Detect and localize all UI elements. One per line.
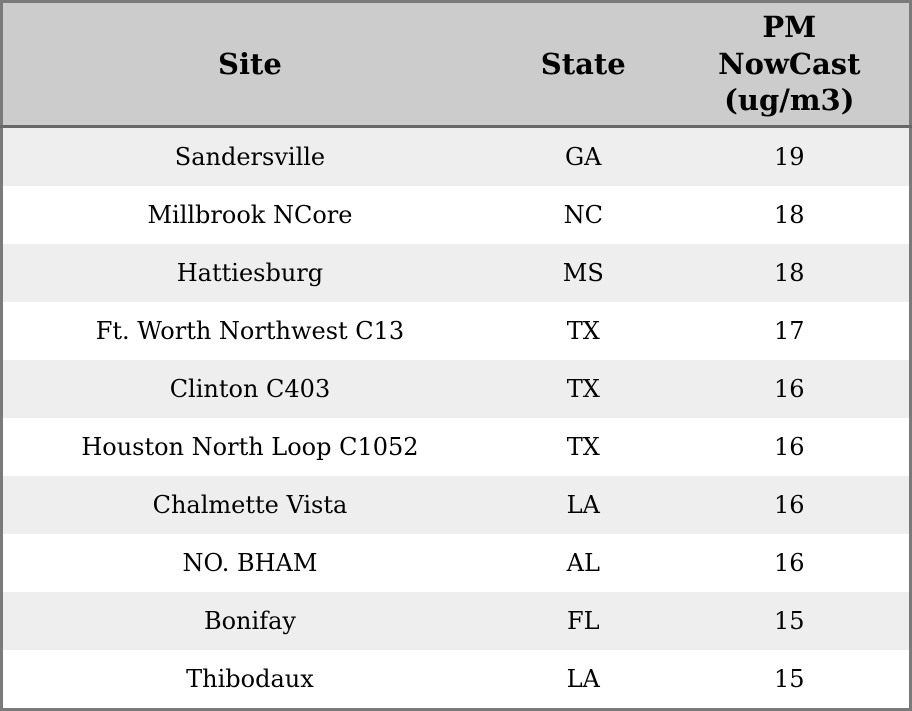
state-cell: TX xyxy=(496,417,670,476)
pm-value-cell: 15 xyxy=(669,649,911,710)
table-row: Chalmette Vista LA 16 xyxy=(1,475,911,534)
state-cell: LA xyxy=(496,475,670,534)
pm-value-cell: 19 xyxy=(669,126,911,187)
table-row: Houston North Loop C1052 TX 16 xyxy=(1,417,911,476)
site-cell: NO. BHAM xyxy=(1,533,497,592)
table-row: Bonifay FL 15 xyxy=(1,591,911,650)
column-header-state: State xyxy=(496,1,670,128)
site-cell: Millbrook NCore xyxy=(1,186,497,244)
column-header-site: Site xyxy=(1,1,497,128)
site-cell: Bonifay xyxy=(1,591,497,650)
table-header: Site State PM NowCast (ug/m3) xyxy=(1,1,911,128)
pm-value-cell: 15 xyxy=(669,591,911,650)
pm-value-cell: 16 xyxy=(669,359,911,418)
state-cell: GA xyxy=(496,126,670,187)
site-cell: Ft. Worth Northwest C13 xyxy=(1,301,497,360)
site-cell: Houston North Loop C1052 xyxy=(1,417,497,476)
state-cell: AL xyxy=(496,533,670,592)
pm-value-cell: 16 xyxy=(669,417,911,476)
state-cell: MS xyxy=(496,244,670,302)
table-row: Thibodaux LA 15 xyxy=(1,649,911,710)
header-row: Site State PM NowCast (ug/m3) xyxy=(1,1,911,128)
site-cell: Clinton C403 xyxy=(1,359,497,418)
state-cell: FL xyxy=(496,591,670,650)
table-row: Millbrook NCore NC 18 xyxy=(1,186,911,244)
table-row: Sandersville GA 19 xyxy=(1,126,911,187)
column-header-pm-nowcast: PM NowCast (ug/m3) xyxy=(669,1,911,128)
pm-value-cell: 18 xyxy=(669,186,911,244)
state-cell: NC xyxy=(496,186,670,244)
pm-value-cell: 16 xyxy=(669,533,911,592)
state-cell: TX xyxy=(496,359,670,418)
site-cell: Chalmette Vista xyxy=(1,475,497,534)
pm-value-cell: 16 xyxy=(669,475,911,534)
table-row: Ft. Worth Northwest C13 TX 17 xyxy=(1,301,911,360)
pm-value-cell: 17 xyxy=(669,301,911,360)
state-cell: TX xyxy=(496,301,670,360)
table-row: NO. BHAM AL 16 xyxy=(1,533,911,592)
site-cell: Sandersville xyxy=(1,126,497,187)
table-row: Hattiesburg MS 18 xyxy=(1,244,911,302)
table-body: Sandersville GA 19 Millbrook NCore NC 18… xyxy=(1,126,911,710)
site-cell: Hattiesburg xyxy=(1,244,497,302)
table-row: Clinton C403 TX 16 xyxy=(1,359,911,418)
state-cell: LA xyxy=(496,649,670,710)
pm-value-cell: 18 xyxy=(669,244,911,302)
site-cell: Thibodaux xyxy=(1,649,497,710)
